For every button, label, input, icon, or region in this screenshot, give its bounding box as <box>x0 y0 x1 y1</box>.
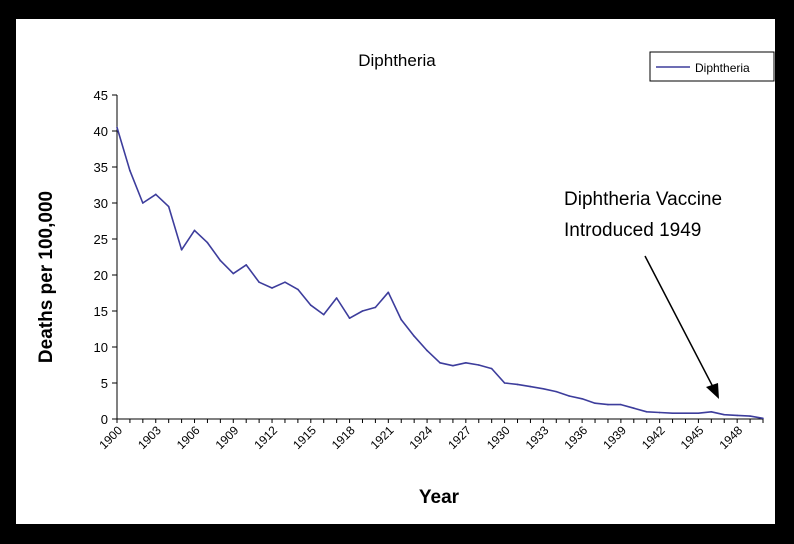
data-point <box>477 364 480 366</box>
x-tick-label: 1930 <box>484 423 513 452</box>
x-tick-label: 1933 <box>523 423 552 452</box>
y-tick-label: 10 <box>94 340 108 355</box>
data-point <box>271 287 273 289</box>
annotation: Diphtheria Vaccine Introduced 1949 <box>564 189 722 399</box>
data-point <box>297 288 299 291</box>
x-tick-label: 1921 <box>368 423 397 452</box>
data-point <box>154 193 157 196</box>
x-axis-title: Year <box>419 487 460 508</box>
data-point <box>232 272 235 275</box>
data-point <box>555 390 558 393</box>
data-point <box>180 249 183 251</box>
data-point <box>762 417 764 420</box>
chart-frame: 0 5 10 15 20 25 30 35 40 45 1900 1903 1906 1909 1912 1… <box>16 19 775 524</box>
x-axis-ticks: 1900 1903 1906 1909 1912 1915 1918 1921 1924 1927… <box>96 419 764 452</box>
data-point <box>142 202 144 204</box>
annotation-arrow-shaft <box>644 255 714 388</box>
data-point <box>620 403 622 406</box>
data-point <box>361 310 364 312</box>
data-point <box>516 383 519 386</box>
data-point <box>710 411 713 413</box>
x-tick-label: 1909 <box>213 423 242 452</box>
x-tick-label: 1924 <box>406 423 435 452</box>
y-axis-ticks: 0 5 10 15 20 25 30 35 40 45 <box>94 88 117 427</box>
x-tick-label: 1927 <box>445 423 474 452</box>
data-point <box>258 281 260 284</box>
data-point <box>348 317 351 320</box>
legend: Diphtheria <box>649 51 775 82</box>
x-tick-label: 1942 <box>639 423 668 452</box>
x-tick-label: 1948 <box>716 423 745 452</box>
data-point <box>697 412 700 415</box>
data-point <box>452 364 454 367</box>
data-point <box>465 362 467 364</box>
plot-area <box>116 95 763 420</box>
y-tick-label: 20 <box>94 268 108 283</box>
data-point <box>335 297 338 299</box>
data-point <box>322 313 325 316</box>
data-point <box>400 318 403 321</box>
x-tick-label: 1915 <box>290 423 319 452</box>
data-point <box>736 414 738 417</box>
series-line-diphtheria <box>116 127 764 420</box>
data-point <box>374 306 377 309</box>
x-tick-label: 1945 <box>678 423 707 452</box>
data-point <box>413 335 415 338</box>
data-point <box>503 382 506 384</box>
x-tick-label: 1906 <box>174 423 203 452</box>
y-tick-label: 40 <box>94 124 108 139</box>
y-tick-label: 30 <box>94 196 108 211</box>
data-point <box>426 349 428 352</box>
x-tick-label: 1918 <box>329 423 358 452</box>
data-point <box>542 387 545 390</box>
x-tick-label: 1936 <box>561 423 590 452</box>
data-point <box>129 169 131 172</box>
annotation-line-2: Introduced 1949 <box>564 220 701 241</box>
y-axis-title: Deaths per 100,000 <box>36 191 57 363</box>
data-point <box>594 402 596 404</box>
data-point <box>671 412 674 415</box>
data-point <box>658 411 661 414</box>
legend-label-diphtheria: Diphtheria <box>695 61 750 75</box>
chart-title: Diphtheria <box>358 51 436 70</box>
data-point <box>387 291 390 294</box>
y-tick-label: 15 <box>94 304 108 319</box>
data-point <box>723 413 726 416</box>
data-point <box>219 259 222 262</box>
series-layer <box>116 126 764 420</box>
data-point <box>645 411 648 413</box>
data-point <box>206 241 209 244</box>
y-tick-label: 25 <box>94 232 108 247</box>
data-point <box>607 403 609 406</box>
annotation-line-1: Diphtheria Vaccine <box>564 189 722 210</box>
data-point <box>284 281 286 284</box>
data-point <box>490 367 493 370</box>
data-point <box>167 205 170 208</box>
data-point <box>633 407 635 410</box>
y-tick-label: 5 <box>101 376 108 391</box>
data-point <box>310 304 312 307</box>
y-tick-label: 0 <box>101 412 108 427</box>
data-point <box>193 229 196 232</box>
annotation-arrow-head <box>706 383 719 399</box>
data-point <box>245 264 247 266</box>
y-tick-label: 35 <box>94 160 108 175</box>
data-point <box>529 385 532 388</box>
data-point <box>439 362 441 364</box>
x-tick-label: 1912 <box>251 423 280 452</box>
x-tick-label: 1939 <box>600 423 629 452</box>
x-tick-label: 1900 <box>96 423 125 452</box>
data-point <box>116 126 118 129</box>
data-point <box>581 398 583 400</box>
data-point <box>749 415 751 417</box>
data-point <box>568 395 570 397</box>
data-point <box>684 412 687 415</box>
x-tick-label: 1903 <box>135 423 164 452</box>
y-tick-label: 45 <box>94 88 108 103</box>
